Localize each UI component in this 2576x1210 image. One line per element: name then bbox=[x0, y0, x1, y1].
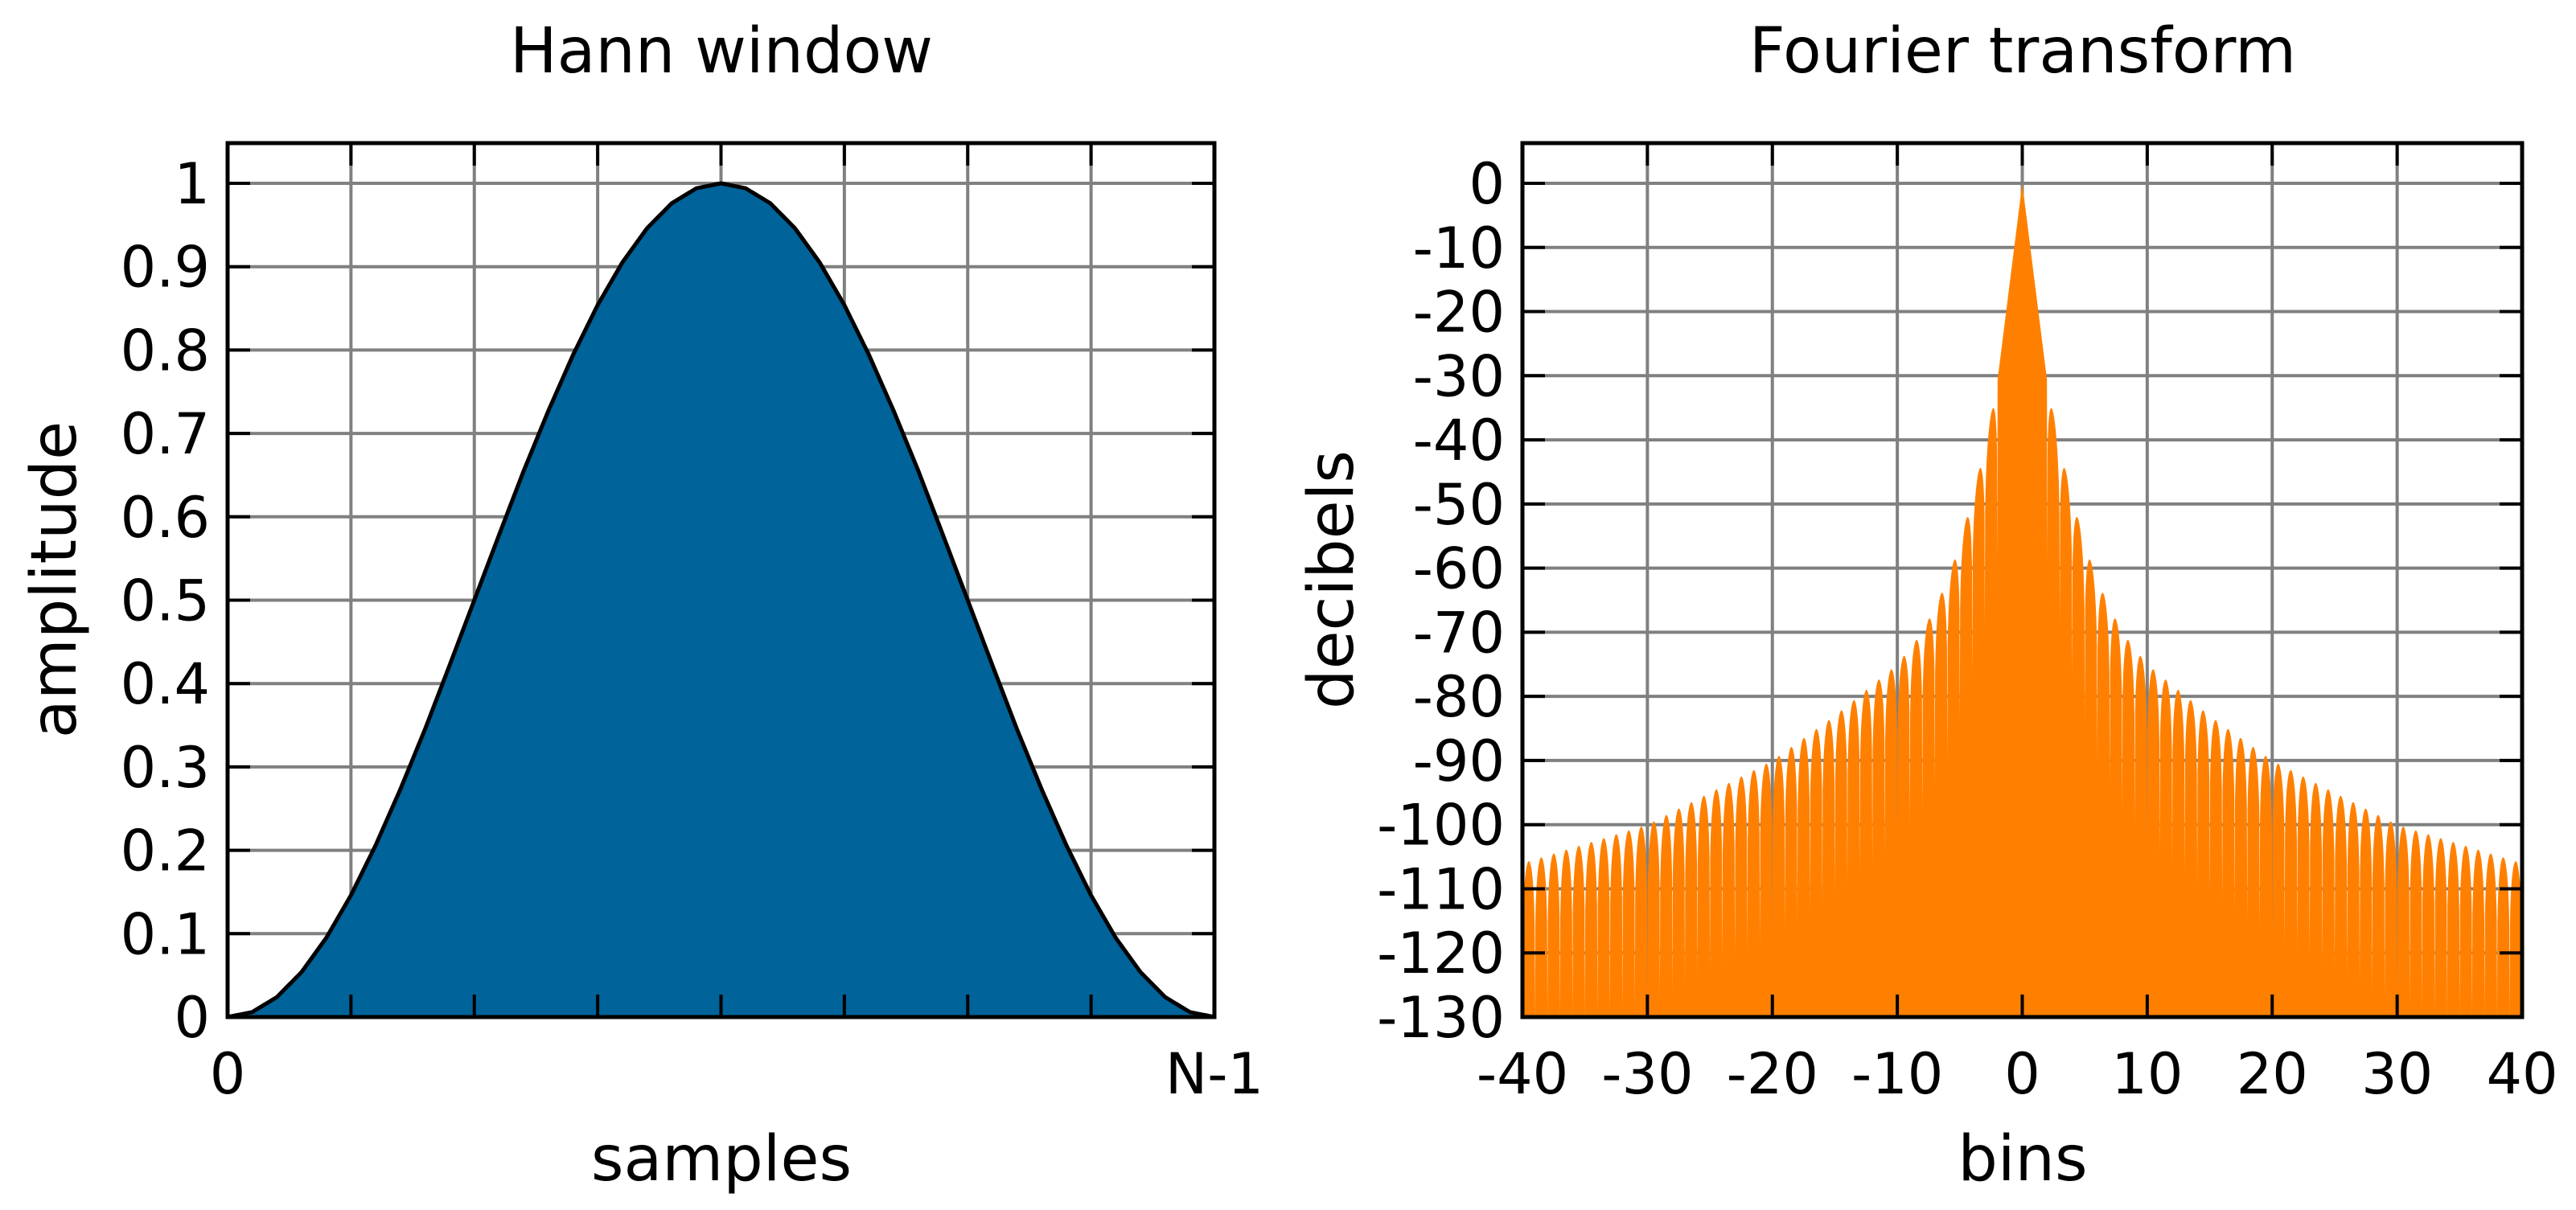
hann-window-panel: Hann window 0 0.1 0.2 0.3 0.4 0.5 0.6 0.7 0.8 0.9… bbox=[18, 15, 1263, 1196]
y-tick-label: 0.6 bbox=[121, 485, 210, 551]
y-tick-label: -90 bbox=[1413, 728, 1505, 794]
fourier-transform-panel: Fourier transform 0-10-20-30-40-50-60-70… bbox=[1296, 15, 2558, 1196]
y-tick-label: 0.7 bbox=[121, 401, 210, 467]
hann-window-line bbox=[227, 181, 1215, 1019]
y-tick-label: 1 bbox=[174, 151, 210, 217]
y-tick-label: 0 bbox=[1469, 151, 1505, 217]
y-tick-label: -100 bbox=[1377, 793, 1505, 859]
x-tick-label: -40 bbox=[1477, 1041, 1568, 1107]
x-tick-labels: 0 N-1 bbox=[210, 1041, 1263, 1107]
y-tick-label: 0.5 bbox=[121, 568, 210, 634]
y-tick-label: -120 bbox=[1377, 921, 1505, 986]
y-tick-label: 0.3 bbox=[121, 735, 210, 801]
y-tick-label: -80 bbox=[1413, 664, 1505, 730]
y-tick-label: 0.9 bbox=[121, 235, 210, 301]
y-tick-label: -50 bbox=[1413, 472, 1505, 538]
y-tick-labels: 0-10-20-30-40-50-60-70-80-90-100-110-120… bbox=[1377, 151, 1505, 1051]
y-tick-label: -60 bbox=[1413, 536, 1505, 602]
y-tick-label: -30 bbox=[1413, 343, 1505, 409]
y-tick-labels: 0 0.1 0.2 0.3 0.4 0.5 0.6 0.7 0.8 0.9 1 bbox=[121, 151, 210, 1051]
y-axis-label: amplitude bbox=[18, 421, 91, 738]
y-tick-label: 0.1 bbox=[121, 901, 210, 967]
x-tick-label: -30 bbox=[1601, 1041, 1693, 1107]
x-axis-label: bins bbox=[1958, 1123, 2087, 1196]
y-tick-label: 0.4 bbox=[121, 651, 210, 717]
y-tick-label: -10 bbox=[1413, 215, 1505, 281]
y-tick-label: 0.2 bbox=[121, 818, 210, 884]
y-tick-label: -70 bbox=[1413, 600, 1505, 666]
y-tick-label: -20 bbox=[1413, 280, 1505, 346]
y-axis-label: decibels bbox=[1296, 450, 1368, 709]
x-tick-label: 10 bbox=[2111, 1041, 2183, 1107]
plot-frame bbox=[1520, 141, 2525, 1019]
y-tick-label: -110 bbox=[1377, 856, 1505, 922]
y-tick-label: 0.8 bbox=[121, 318, 210, 384]
x-tick-labels: -40 -30 -20 -10 0 10 20 30 40 bbox=[1477, 1041, 2558, 1107]
x-tick-label: 0 bbox=[2004, 1041, 2040, 1107]
x-tick-label: 30 bbox=[2361, 1041, 2433, 1107]
y-tick-label: -130 bbox=[1377, 985, 1505, 1051]
x-tick-label: -20 bbox=[1727, 1041, 1818, 1107]
fourier-transform-area bbox=[1522, 183, 2522, 1017]
x-tick-label: -10 bbox=[1851, 1041, 1943, 1107]
chart-title: Fourier transform bbox=[1749, 15, 2296, 88]
x-axis-label: samples bbox=[591, 1123, 852, 1196]
x-tick-label: 40 bbox=[2486, 1041, 2558, 1107]
y-tick-label: 0 bbox=[174, 985, 210, 1051]
x-tick-label: 0 bbox=[210, 1041, 246, 1107]
chart-title: Hann window bbox=[510, 15, 933, 88]
x-tick-label: N-1 bbox=[1165, 1041, 1263, 1107]
x-tick-label: 20 bbox=[2237, 1041, 2308, 1107]
y-tick-label: -40 bbox=[1413, 408, 1505, 474]
plot-frame bbox=[225, 141, 1217, 1019]
hann-window-area bbox=[228, 183, 1214, 1017]
